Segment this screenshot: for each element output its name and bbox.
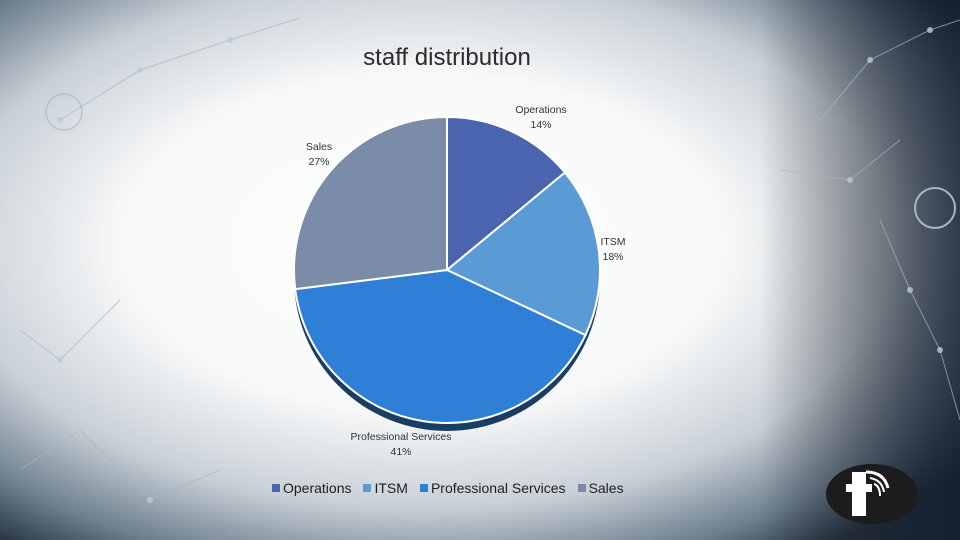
slice-percent: 41% [390, 446, 411, 458]
slice-percent: 27% [308, 156, 329, 168]
legend-swatch [272, 484, 280, 492]
legend-label: Operations [283, 480, 352, 496]
legend-label: Professional Services [430, 480, 566, 496]
pie-slice-professional-services [294, 268, 587, 424]
slice-label: Sales [306, 141, 332, 153]
slice-label: ITSM [600, 236, 625, 248]
legend-label: Sales [588, 480, 624, 496]
slice-percent: 18% [602, 251, 623, 263]
legend-item: ITSM [363, 480, 408, 496]
pie-slice-itsm [445, 171, 601, 337]
legend-label: ITSM [374, 480, 408, 496]
slice-label: Professional Services [351, 431, 452, 443]
legend-swatch [363, 484, 372, 492]
legend-item: Sales [577, 480, 624, 496]
legend-swatch [419, 484, 428, 492]
chart-title: staff distribution [363, 44, 531, 71]
legend-item: Operations [272, 480, 351, 496]
slice-label: Operations [515, 104, 566, 116]
pie-slice-sales [293, 115, 448, 291]
performance-logo [826, 464, 918, 524]
legend-swatch [577, 484, 586, 492]
pie-slice-operations [446, 115, 567, 273]
legend-item: Professional Services [419, 480, 566, 496]
chart-legend: Operations ITSM Professional Services Sales [272, 480, 624, 496]
slice-percent: 14% [530, 119, 551, 131]
